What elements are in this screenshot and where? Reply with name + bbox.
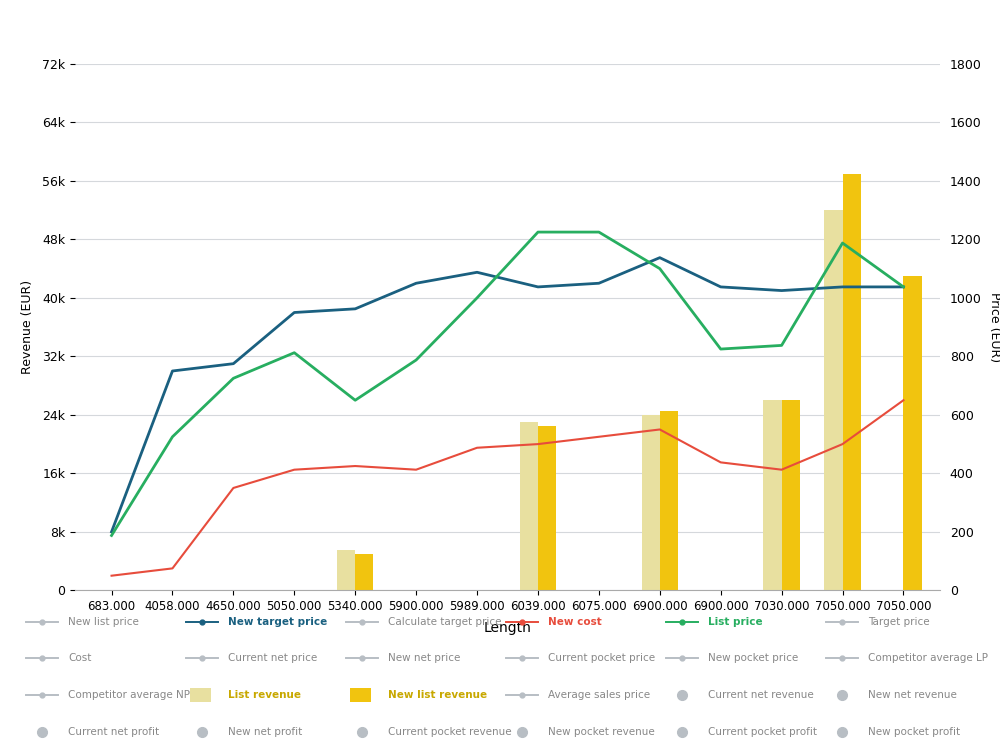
Text: New pocket revenue: New pocket revenue — [548, 726, 655, 737]
Y-axis label: Price (EUR): Price (EUR) — [988, 292, 1000, 362]
Text: New net price: New net price — [388, 653, 460, 663]
Text: Competitor average LP: Competitor average LP — [868, 653, 988, 663]
Bar — [337, 550, 355, 590]
Text: Current net profit: Current net profit — [68, 726, 159, 737]
Text: Current net revenue: Current net revenue — [708, 690, 814, 700]
Text: Calculate target price: Calculate target price — [388, 617, 502, 626]
Text: New net revenue: New net revenue — [868, 690, 957, 700]
Text: Current pocket revenue: Current pocket revenue — [388, 726, 512, 737]
Text: Current net price: Current net price — [228, 653, 317, 663]
Text: List price: List price — [708, 617, 763, 626]
Text: ❄: ❄ — [18, 16, 37, 35]
Text: New list price: New list price — [68, 617, 139, 626]
Text: syncron: syncron — [45, 17, 125, 35]
Text: Cost: Cost — [68, 653, 91, 663]
Bar — [538, 426, 556, 590]
Text: New list revenue: New list revenue — [388, 690, 487, 700]
Y-axis label: Revenue (EUR): Revenue (EUR) — [21, 280, 34, 374]
Text: Average sales price: Average sales price — [548, 690, 650, 700]
Bar — [355, 553, 373, 590]
Bar — [642, 415, 660, 590]
Text: New net profit: New net profit — [228, 726, 302, 737]
Bar — [903, 276, 922, 590]
Text: Competitor average NP: Competitor average NP — [68, 690, 190, 700]
Text: List revenue: List revenue — [228, 690, 301, 700]
Text: New pocket profit: New pocket profit — [868, 726, 960, 737]
X-axis label: Length: Length — [484, 621, 531, 635]
Text: New target price: New target price — [228, 617, 327, 626]
Bar — [763, 400, 782, 590]
Bar — [520, 422, 538, 590]
Bar — [660, 411, 678, 590]
Bar — [824, 210, 843, 590]
Text: New cost: New cost — [548, 617, 602, 626]
Bar — [843, 174, 861, 590]
Bar — [350, 688, 371, 702]
Text: ✕: ✕ — [970, 17, 985, 35]
Text: Current pocket price: Current pocket price — [548, 653, 655, 663]
Text: Current pocket profit: Current pocket profit — [708, 726, 817, 737]
Text: New pocket price: New pocket price — [708, 653, 798, 663]
Bar — [782, 400, 800, 590]
Bar — [190, 688, 211, 702]
Text: Target price: Target price — [868, 617, 930, 626]
